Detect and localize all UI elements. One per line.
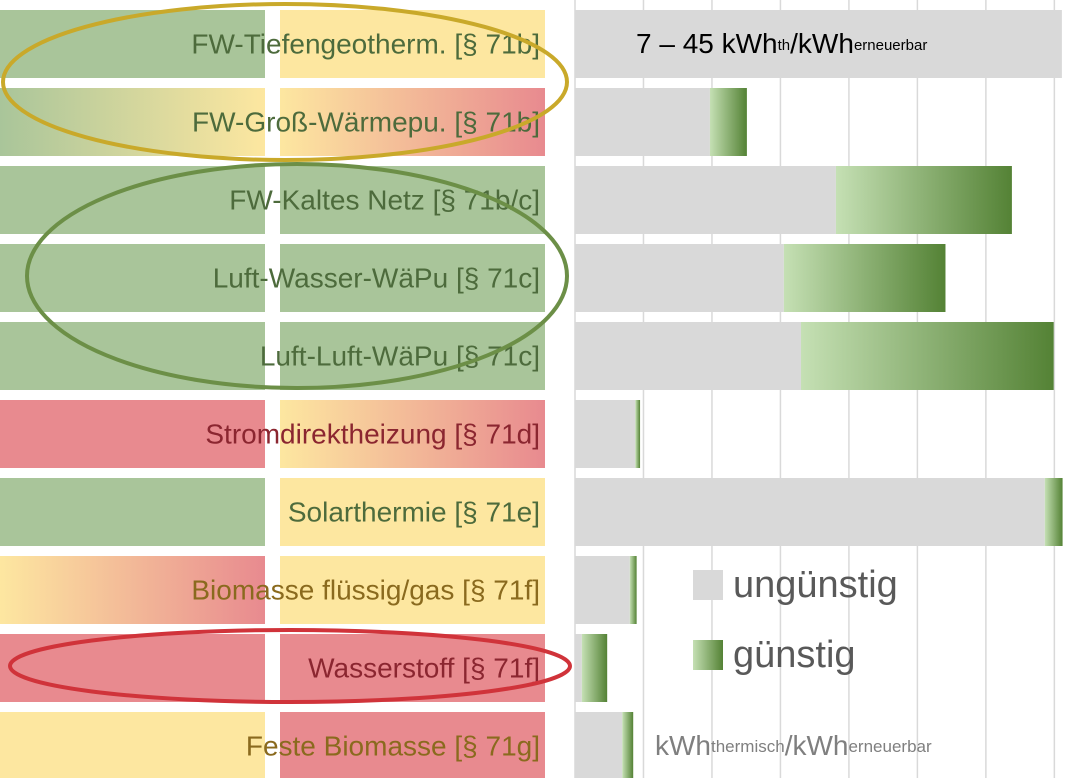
bar	[581, 634, 608, 702]
label-panel	[0, 556, 265, 624]
label-panel	[280, 556, 545, 624]
label-panel	[280, 10, 545, 78]
category-label: FW-Kaltes Netz [§ 71b/c]	[229, 184, 540, 215]
label-panel	[280, 400, 545, 468]
label-panel	[280, 244, 545, 312]
bar	[575, 322, 801, 390]
category-label: Luft-Wasser-WäPu [§ 71c]	[213, 262, 540, 293]
annotation-part: /kWh	[790, 28, 854, 59]
label-panel	[0, 10, 265, 78]
category-label: FW-Tiefengeotherm. [§ 71b]	[191, 28, 540, 59]
category-label: Stromdirektheizung [§ 71d]	[205, 418, 540, 449]
bar	[575, 556, 630, 624]
bar	[575, 88, 710, 156]
label-panel	[0, 322, 265, 390]
bar	[783, 244, 946, 312]
bar	[629, 556, 637, 624]
label-panel	[0, 166, 265, 234]
bar	[575, 166, 836, 234]
bar	[575, 478, 1045, 546]
category-label: Solarthermie [§ 71e]	[288, 496, 540, 527]
bar	[1044, 478, 1063, 546]
label-panel	[0, 400, 265, 468]
bar	[635, 400, 641, 468]
bar	[575, 244, 784, 312]
legend-label: günstig	[733, 634, 856, 676]
bar	[575, 712, 623, 778]
bar	[575, 634, 582, 702]
x-axis-label: kWhthermisch/kWherneuerbar	[655, 730, 932, 761]
legend-swatch	[693, 640, 723, 670]
category-label: FW-Groß-Wärmepu. [§ 71b]	[192, 106, 540, 137]
label-panel	[280, 166, 545, 234]
category-label: Feste Biomasse [§ 71g]	[246, 730, 540, 761]
label-panel	[0, 478, 265, 546]
legend-label: ungünstig	[733, 564, 898, 606]
highlight-ellipse	[25, 162, 569, 390]
label-panel	[0, 712, 265, 778]
annotation-part: 7 – 45 kWh	[636, 28, 778, 59]
highlight-ellipse	[1, 2, 569, 162]
label-panel	[280, 88, 545, 156]
annotation: 7 – 45 kWhth/kWherneuerbar	[636, 28, 927, 59]
category-label: Biomasse flüssig/gas [§ 71f]	[191, 574, 540, 605]
bar	[575, 400, 636, 468]
annotation-part: th	[778, 37, 791, 54]
bar	[622, 712, 634, 778]
label-panel	[0, 634, 265, 702]
category-label: Wasserstoff [§ 71f]	[308, 652, 540, 683]
bar	[575, 10, 1062, 78]
annotation-part: thermisch	[711, 737, 785, 756]
highlight-ellipse	[8, 628, 572, 704]
bar	[709, 88, 747, 156]
legend-swatch	[693, 570, 723, 600]
annotation-part: erneuerbar	[854, 37, 927, 54]
annotation-part: erneuerbar	[848, 737, 932, 756]
bar	[835, 166, 1012, 234]
label-panel	[280, 478, 545, 546]
category-label: Luft-Luft-WäPu [§ 71c]	[260, 340, 540, 371]
bar	[800, 322, 1054, 390]
annotation-part: kWh	[655, 730, 711, 761]
annotation-part: /kWh	[785, 730, 849, 761]
label-panel	[0, 244, 265, 312]
label-panel	[280, 712, 545, 778]
